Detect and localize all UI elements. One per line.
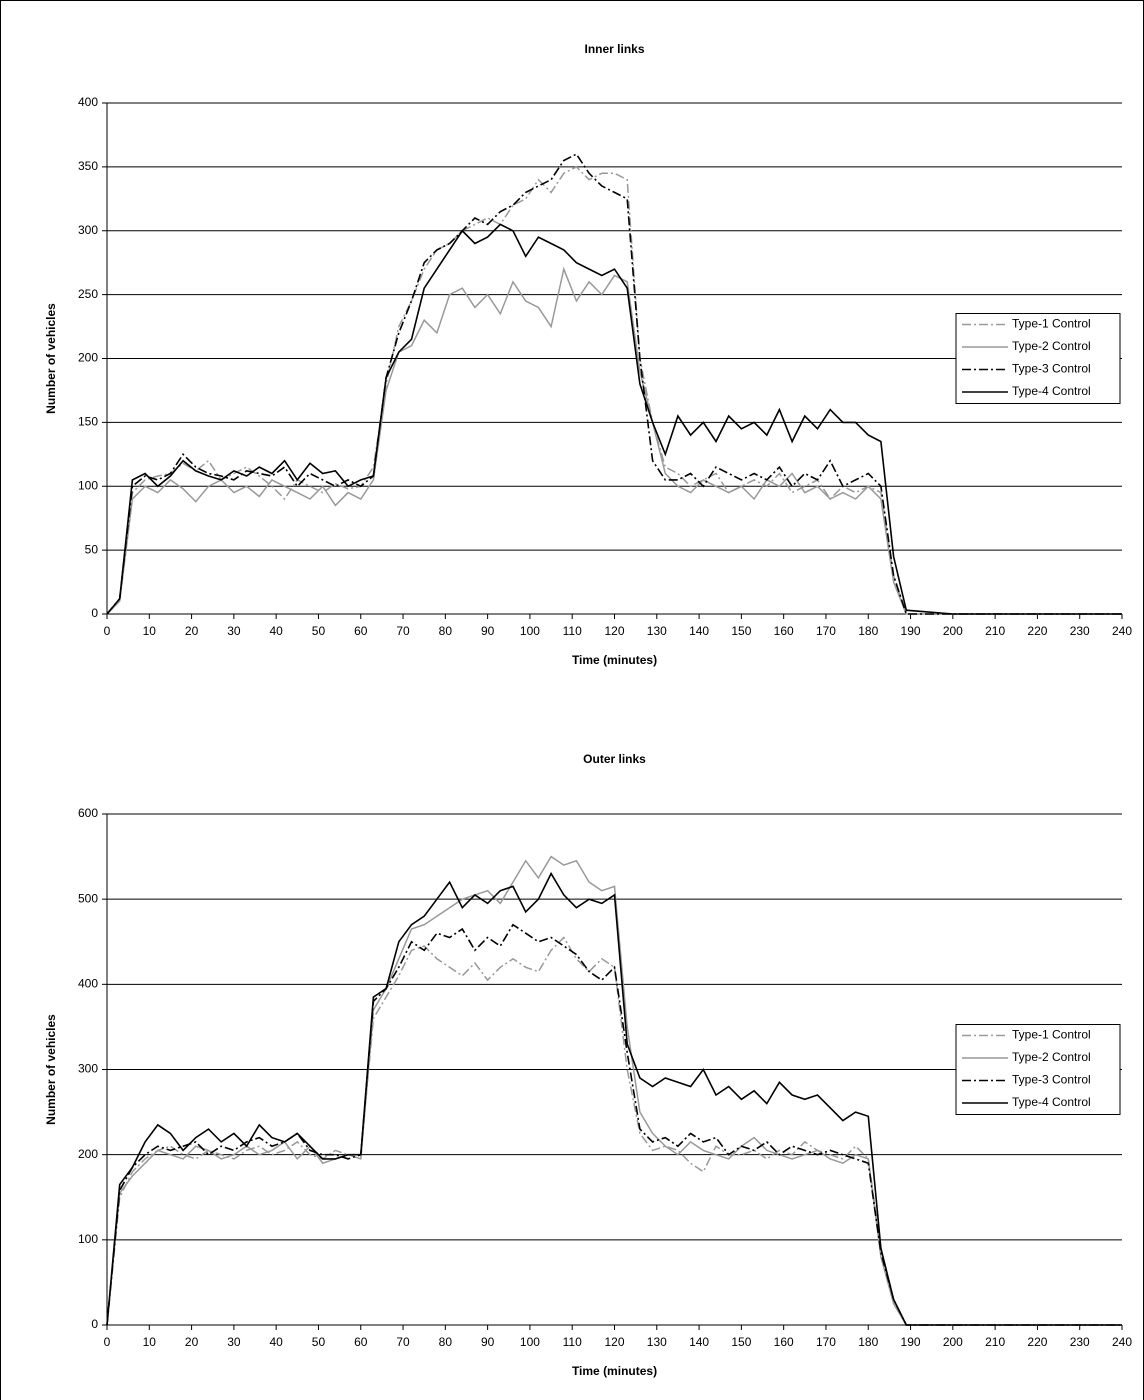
x-tick-label: 230 [1070,624,1090,638]
legend-label: Type-1 Control [1012,317,1091,331]
y-tick-label: 600 [78,806,98,820]
legend-label: Type-4 Control [1012,1095,1091,1109]
x-tick-label: 40 [269,1335,283,1349]
y-tick-label: 0 [91,1317,98,1331]
x-tick-label: 10 [143,1335,157,1349]
x-tick-label: 160 [774,1335,794,1349]
x-tick-label: 210 [985,1335,1005,1349]
y-tick-label: 400 [78,95,98,109]
chart-title: Outer links [583,752,646,766]
x-tick-label: 50 [312,624,326,638]
x-tick-label: 0 [104,1335,111,1349]
x-tick-label: 90 [481,624,495,638]
series-line [106,223,1122,615]
x-tick-label: 90 [481,1335,495,1349]
series-line [106,165,1122,615]
x-tick-label: 100 [520,624,540,638]
x-tick-label: 60 [354,624,368,638]
x-tick-label: 110 [563,1335,582,1349]
x-tick-label: 230 [1070,1335,1090,1349]
x-tick-label: 50 [312,1335,326,1349]
legend-label: Type-1 Control [1012,1028,1091,1042]
legend [955,313,1121,404]
x-tick-label: 200 [943,1335,963,1349]
y-tick-label: 100 [78,478,98,492]
x-tick-label: 170 [816,1335,836,1349]
legend [955,1024,1121,1115]
y-tick-label: 50 [85,542,99,556]
x-tick-label: 80 [439,1335,453,1349]
series-line [106,936,1122,1326]
y-tick-label: 400 [78,977,98,991]
series-line [106,871,1122,1326]
x-tick-label: 10 [143,624,157,638]
x-tick-label: 70 [396,624,410,638]
y-tick-label: 200 [78,351,98,365]
x-tick-label: 120 [604,1335,624,1349]
x-tick-label: 60 [354,1335,368,1349]
chart-title: Inner links [584,42,644,56]
y-tick-label: 100 [78,1232,98,1246]
y-tick-label: 300 [78,223,98,237]
series-line [106,153,1122,615]
x-tick-label: 220 [1027,1335,1047,1349]
legend-label: Type-2 Control [1012,1050,1091,1064]
x-tick-label: 170 [816,624,836,638]
x-tick-label: 240 [1112,1335,1132,1349]
x-tick-label: 120 [604,624,624,638]
x-tick-label: 190 [901,624,921,638]
x-axis-label: Time (minutes) [572,653,657,667]
x-tick-label: 180 [858,1335,878,1349]
x-tick-label: 130 [647,1335,667,1349]
y-tick-label: 0 [91,606,98,620]
y-axis-label: Number of vehicles [44,303,58,414]
series-line [106,266,1122,615]
y-tick-label: 150 [78,415,98,429]
x-tick-label: 150 [731,1335,751,1349]
legend-label: Type-2 Control [1012,339,1091,353]
x-tick-label: 70 [396,1335,410,1349]
x-tick-label: 210 [985,624,1005,638]
x-tick-label: 100 [520,1335,540,1349]
legend-label: Type-3 Control [1012,1073,1091,1087]
x-tick-label: 150 [731,624,751,638]
y-tick-label: 500 [78,891,98,905]
x-tick-label: 240 [1112,624,1132,638]
x-tick-label: 220 [1027,624,1047,638]
x-tick-label: 110 [563,624,582,638]
x-tick-label: 40 [269,624,283,638]
x-tick-label: 20 [185,1335,199,1349]
y-axis-label: Number of vehicles [44,1014,58,1125]
y-tick-label: 200 [78,1147,98,1161]
x-tick-label: 200 [943,624,963,638]
x-tick-label: 190 [901,1335,921,1349]
x-axis-label: Time (minutes) [572,1364,657,1378]
x-tick-label: 20 [185,624,199,638]
y-tick-label: 250 [78,287,98,301]
x-tick-label: 140 [689,1335,709,1349]
x-tick-label: 0 [104,624,111,638]
x-tick-label: 30 [227,624,241,638]
x-tick-label: 30 [227,1335,241,1349]
x-tick-label: 80 [439,624,453,638]
y-tick-label: 350 [78,159,98,173]
series-line [106,923,1122,1326]
y-tick-label: 300 [78,1062,98,1076]
legend-label: Type-3 Control [1012,362,1091,376]
x-tick-label: 160 [774,624,794,638]
x-tick-label: 140 [689,624,709,638]
x-tick-label: 180 [858,624,878,638]
legend-label: Type-4 Control [1012,384,1091,398]
x-tick-label: 130 [647,624,667,638]
